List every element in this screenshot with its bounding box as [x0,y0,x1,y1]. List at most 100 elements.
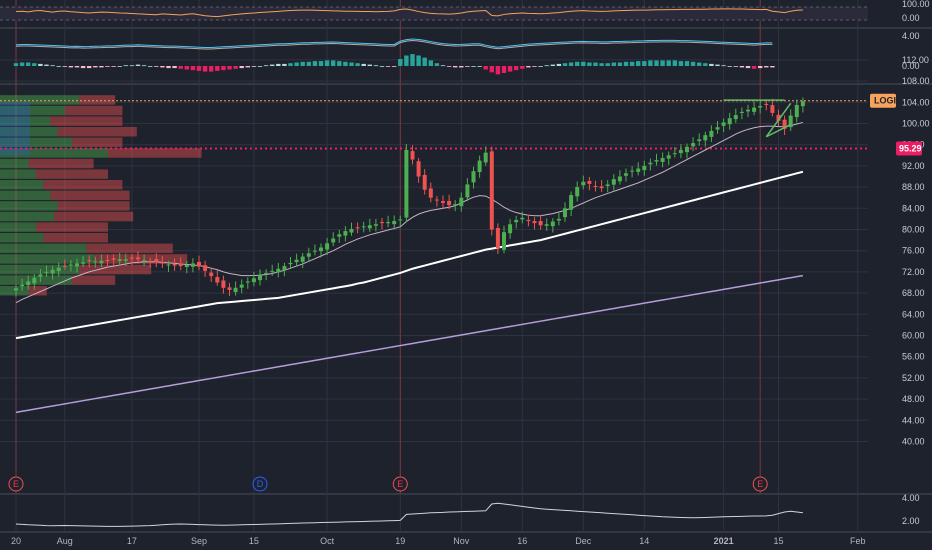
candle-down [209,272,214,277]
candle-up [75,263,79,267]
candle-down [782,119,787,129]
macd-histogram-bar [215,66,220,71]
macd-histogram-bar [599,63,604,66]
macd-histogram-bar [764,66,769,68]
candle-down [593,185,598,187]
macd-histogram-bar [93,66,98,68]
macd-histogram-bar [666,60,671,66]
price-axis-label: 72.00 [902,267,925,277]
macd-histogram-bar [459,66,464,68]
macd-histogram-bar [62,66,67,67]
symbol-badge [870,93,896,108]
price-axis-label: 64.00 [902,309,925,319]
candle-up [142,260,147,262]
macd-histogram-bar [318,61,324,66]
candle-up [459,197,464,207]
volume-profile-up [0,232,44,243]
macd-histogram-bar [379,66,385,67]
volume-profile-down [79,264,152,275]
price-axis-label: 92.00 [902,161,925,171]
candle-up [294,259,299,263]
macd-histogram-bar [471,66,476,67]
candle-up [800,101,805,107]
candle-down [136,257,140,260]
macd-histogram-bar [178,66,183,69]
volume-profile-down [57,201,130,211]
candle-down [489,151,494,230]
candle-down [197,261,201,267]
candle-down [410,151,415,160]
volume-profile-down [93,254,188,264]
candle-up [319,247,323,252]
candle-up [44,271,49,273]
candle-down [215,277,220,283]
candle-up [300,256,305,262]
candle-down [495,227,500,249]
macd-histogram-bar [148,66,153,67]
candle-down [416,161,421,177]
dividend-marker [252,476,268,492]
candle-up [38,274,43,277]
candle-up [605,184,610,187]
volume-profile-up [0,126,58,137]
macd-histogram-bar [575,61,580,66]
candle-up [349,228,354,233]
candle-down [227,287,232,290]
macd-histogram-bar [111,66,116,67]
candle-up [306,253,311,257]
macd-histogram-bar [453,66,458,68]
macd-histogram-bar [733,66,738,67]
macd-histogram-bar [337,61,342,66]
macd-histogram-bar [581,61,586,66]
time-axis-label: Oct [320,536,335,546]
macd-histogram-bar [434,63,440,66]
candle-up [325,243,330,250]
macd-histogram-bar [758,66,763,69]
candle-down [111,258,116,260]
volume-profile-up [0,254,94,264]
price-axis-label: 100.00 [902,119,930,129]
macd-histogram-bar [270,64,275,66]
macd-histogram-bar [617,62,623,66]
macd-histogram-bar [251,66,257,67]
macd-histogram-bar [697,62,702,66]
price-axis-label: 88.00 [902,182,925,192]
candle-up [636,168,641,172]
macd-histogram-bar [343,61,348,66]
volume-profile-up [0,243,87,254]
candle-up [624,173,628,176]
volume-profile-down [43,232,109,243]
macd-histogram-bar [642,61,647,66]
price-axis-label: 56.00 [902,352,925,362]
macd-histogram-bar [739,66,745,68]
macd-histogram-bar [593,62,598,66]
macd-histogram-bar [520,66,525,69]
volume-profile-up [0,179,44,190]
candle-up [520,217,525,220]
candle-up [68,264,73,266]
macd-histogram-bar [160,66,165,68]
candle-up [251,278,256,283]
macd-histogram-bar [123,65,128,67]
price-axis-label: 48.00 [902,394,925,404]
macd-histogram-bar [660,60,665,66]
candle-down [587,180,592,184]
volume-profile-down [36,222,108,232]
macd-histogram-bar [38,63,43,66]
moving-average-line [15,170,804,340]
earnings-marker [752,476,768,492]
candle-up [691,143,696,147]
candle-up [264,272,269,274]
volume-profile-down [64,105,123,116]
macd-histogram-bar [727,66,732,67]
macd-histogram-bar [654,60,659,66]
candle-up [288,262,293,265]
candle-down [422,174,427,190]
candle-up [630,170,635,172]
candle-up [746,109,750,112]
macd-histogram-bar [629,61,635,66]
candle-up [166,264,171,266]
candle-up [733,115,738,120]
volume-profile-up [0,201,58,211]
